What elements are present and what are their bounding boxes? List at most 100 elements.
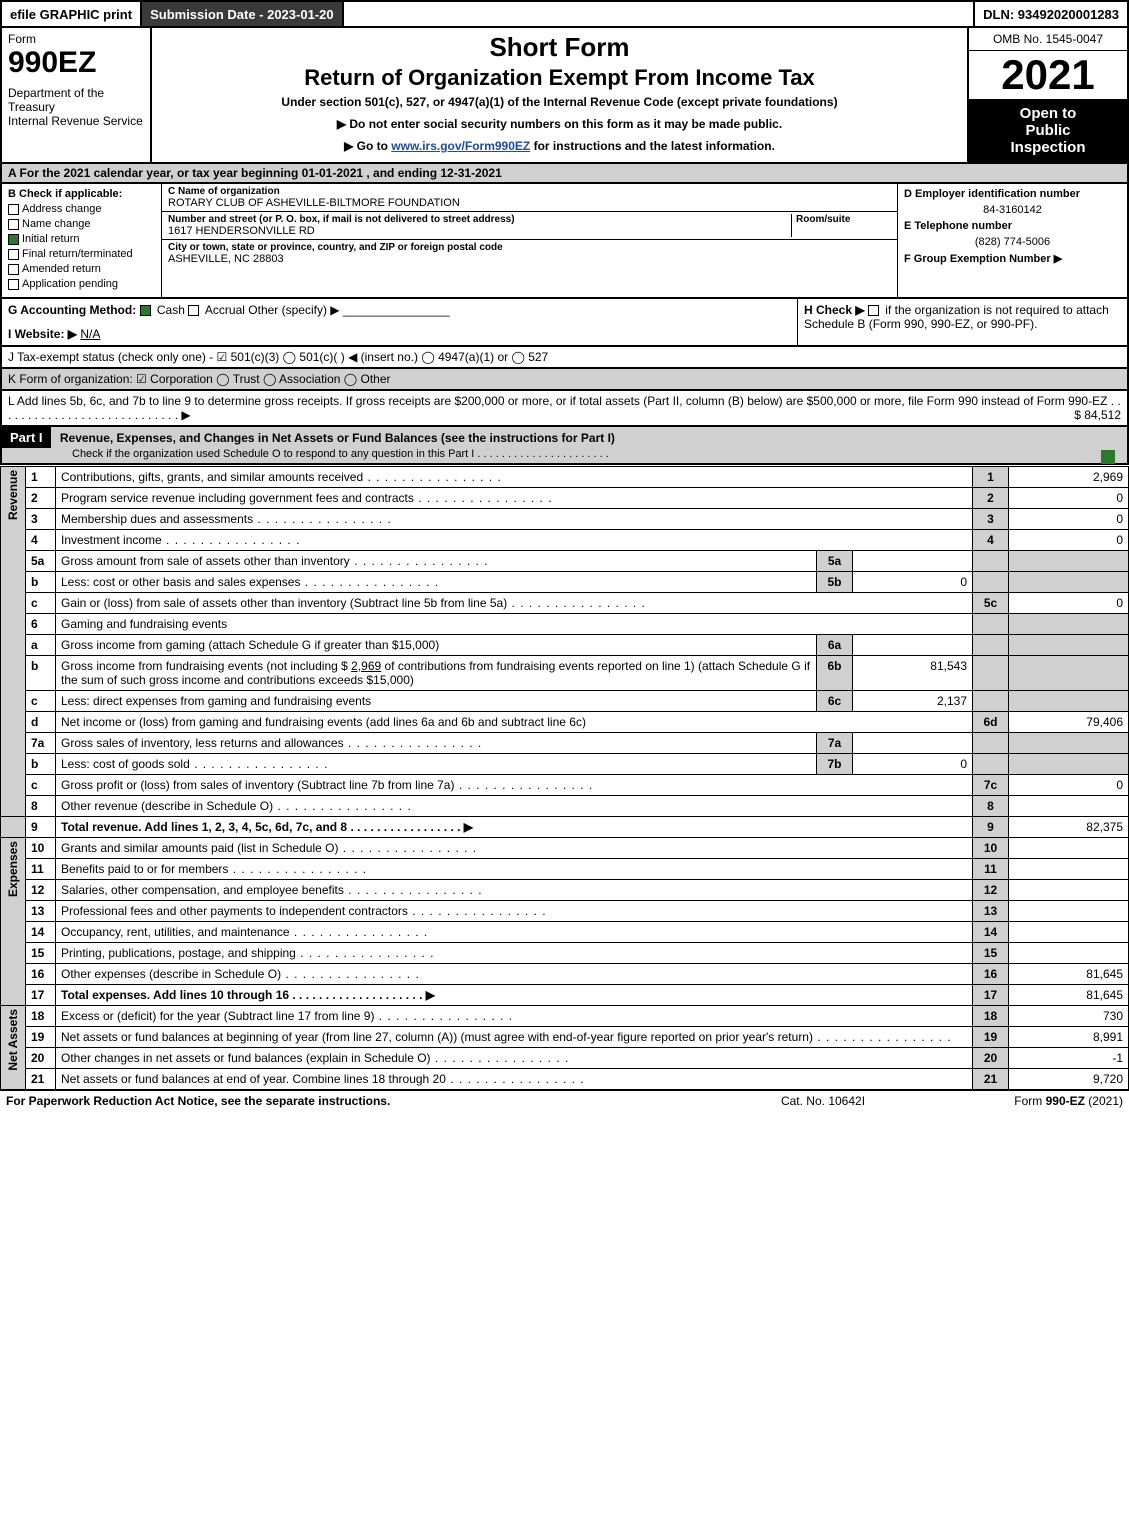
dept-treasury: Department of the Treasury bbox=[8, 86, 144, 114]
table-row: b Less: cost or other basis and sales ex… bbox=[1, 572, 1129, 593]
table-row: 21 Net assets or fund balances at end of… bbox=[1, 1069, 1129, 1090]
group-label: F Group Exemption Number ▶ bbox=[904, 252, 1121, 265]
table-row: 14 Occupancy, rent, utilities, and maint… bbox=[1, 922, 1129, 943]
table-row: 9 Total revenue. Add lines 1, 2, 3, 4, 5… bbox=[1, 817, 1129, 838]
header-right: OMB No. 1545-0047 2021 Open to Public In… bbox=[967, 28, 1127, 162]
city-cell: City or town, state or province, country… bbox=[162, 240, 897, 267]
note-ssn: ▶ Do not enter social security numbers o… bbox=[162, 117, 957, 131]
lines-table: Revenue 1 Contributions, gifts, grants, … bbox=[0, 466, 1129, 1090]
row-l: L Add lines 5b, 6c, and 7b to line 9 to … bbox=[0, 391, 1129, 427]
omb-number: OMB No. 1545-0047 bbox=[969, 28, 1127, 51]
open-to-public: Open to Public Inspection bbox=[969, 99, 1127, 162]
row-j: J Tax-exempt status (check only one) - ☑… bbox=[0, 347, 1129, 369]
org-name-cell: C Name of organization ROTARY CLUB OF AS… bbox=[162, 184, 897, 212]
cb-address-change[interactable]: Address change bbox=[8, 203, 155, 215]
i-label: I Website: ▶ bbox=[8, 327, 77, 341]
table-row: 4 Investment income 4 0 bbox=[1, 530, 1129, 551]
table-row: 19 Net assets or fund balances at beginn… bbox=[1, 1027, 1129, 1048]
tel-label: E Telephone number bbox=[904, 220, 1121, 232]
h-label: H Check ▶ bbox=[804, 303, 865, 317]
cb-application-pending[interactable]: Application pending bbox=[8, 278, 155, 290]
table-row: 17 Total expenses. Add lines 10 through … bbox=[1, 985, 1129, 1006]
cb-final-return[interactable]: Final return/terminated bbox=[8, 248, 155, 260]
form-name: 990EZ bbox=[8, 46, 144, 80]
header-mid: Short Form Return of Organization Exempt… bbox=[152, 28, 967, 162]
note-goto: ▶ Go to www.irs.gov/Form990EZ for instru… bbox=[162, 139, 957, 153]
cb-initial-return[interactable]: Initial return bbox=[8, 233, 155, 245]
part1-subtitle: Check if the organization used Schedule … bbox=[2, 448, 1127, 463]
dept-irs: Internal Revenue Service bbox=[8, 114, 144, 128]
part1-header: Part I Revenue, Expenses, and Changes in… bbox=[0, 427, 1129, 465]
addr-value: 1617 HENDERSONVILLE RD bbox=[168, 225, 791, 237]
open2: Public bbox=[973, 122, 1123, 139]
website-value: N/A bbox=[80, 327, 100, 341]
part1-check-icon bbox=[1101, 450, 1115, 464]
row-a-tax-year: A For the 2021 calendar year, or tax yea… bbox=[0, 164, 1129, 184]
row-gh: G Accounting Method: Cash Accrual Other … bbox=[0, 299, 1129, 347]
col-c-org-info: C Name of organization ROTARY CLUB OF AS… bbox=[162, 184, 897, 297]
table-row: 15 Printing, publications, postage, and … bbox=[1, 943, 1129, 964]
netassets-side-label: Net Assets bbox=[1, 1006, 26, 1090]
table-row: b Gross income from fundraising events (… bbox=[1, 656, 1129, 691]
cb-amended-return[interactable]: Amended return bbox=[8, 263, 155, 275]
room-label: Room/suite bbox=[796, 214, 891, 225]
table-row: c Less: direct expenses from gaming and … bbox=[1, 691, 1129, 712]
cb-cash[interactable] bbox=[140, 305, 151, 316]
h-check: H Check ▶ if the organization is not req… bbox=[797, 299, 1127, 345]
col-b-title: B Check if applicable: bbox=[8, 188, 155, 200]
tax-year: 2021 bbox=[969, 51, 1127, 99]
efile-label: efile GRAPHIC print bbox=[2, 2, 142, 26]
top-bar: efile GRAPHIC print Submission Date - 20… bbox=[0, 0, 1129, 28]
table-row: 5a Gross amount from sale of assets othe… bbox=[1, 551, 1129, 572]
subtitle: Under section 501(c), 527, or 4947(a)(1)… bbox=[162, 95, 957, 109]
city-label: City or town, state or province, country… bbox=[168, 242, 891, 253]
tel-value: (828) 774-5006 bbox=[904, 236, 1121, 248]
submission-date: Submission Date - 2023-01-20 bbox=[142, 2, 344, 26]
table-row: Revenue 1 Contributions, gifts, grants, … bbox=[1, 467, 1129, 488]
page-footer: For Paperwork Reduction Act Notice, see … bbox=[0, 1090, 1129, 1111]
g-accounting: G Accounting Method: Cash Accrual Other … bbox=[2, 299, 797, 345]
open3: Inspection bbox=[973, 139, 1123, 156]
part1-badge: Part I bbox=[2, 427, 51, 448]
info-block: B Check if applicable: Address change Na… bbox=[0, 184, 1129, 299]
expenses-side-label: Expenses bbox=[1, 838, 26, 1006]
ein-label: D Employer identification number bbox=[904, 188, 1121, 200]
table-row: Net Assets 18 Excess or (deficit) for th… bbox=[1, 1006, 1129, 1027]
col-d-ids: D Employer identification number 84-3160… bbox=[897, 184, 1127, 297]
table-row: Expenses 10 Grants and similar amounts p… bbox=[1, 838, 1129, 859]
footer-right: Form 990-EZ (2021) bbox=[923, 1094, 1123, 1108]
header-left: Form 990EZ Department of the Treasury In… bbox=[2, 28, 152, 162]
cb-accrual[interactable] bbox=[188, 305, 199, 316]
footer-cat: Cat. No. 10642I bbox=[723, 1094, 923, 1108]
table-row: 16 Other expenses (describe in Schedule … bbox=[1, 964, 1129, 985]
g-label: G Accounting Method: bbox=[8, 303, 136, 317]
table-row: d Net income or (loss) from gaming and f… bbox=[1, 712, 1129, 733]
addr-label: Number and street (or P. O. box, if mail… bbox=[168, 214, 791, 225]
title-short-form: Short Form bbox=[162, 32, 957, 63]
cb-name-change[interactable]: Name change bbox=[8, 218, 155, 230]
cb-h[interactable] bbox=[868, 305, 879, 316]
table-row: b Less: cost of goods sold 7b 0 bbox=[1, 754, 1129, 775]
table-row: 2 Program service revenue including gove… bbox=[1, 488, 1129, 509]
note-goto-post: for instructions and the latest informat… bbox=[530, 139, 775, 153]
table-row: 11 Benefits paid to or for members 11 bbox=[1, 859, 1129, 880]
revenue-side-label: Revenue bbox=[1, 467, 26, 817]
table-row: 3 Membership dues and assessments 3 0 bbox=[1, 509, 1129, 530]
table-row: 20 Other changes in net assets or fund b… bbox=[1, 1048, 1129, 1069]
part1-title: Revenue, Expenses, and Changes in Net As… bbox=[54, 428, 621, 448]
table-row: c Gain or (loss) from sale of assets oth… bbox=[1, 593, 1129, 614]
table-row: 7a Gross sales of inventory, less return… bbox=[1, 733, 1129, 754]
ein-value: 84-3160142 bbox=[904, 204, 1121, 216]
table-row: c Gross profit or (loss) from sales of i… bbox=[1, 775, 1129, 796]
line-6b-amount: 2,969 bbox=[351, 659, 381, 673]
irs-link[interactable]: www.irs.gov/Form990EZ bbox=[391, 139, 530, 153]
form-header: Form 990EZ Department of the Treasury In… bbox=[0, 28, 1129, 164]
org-name-label: C Name of organization bbox=[168, 186, 891, 197]
open1: Open to bbox=[973, 105, 1123, 122]
row-l-val: $ 84,512 bbox=[1074, 408, 1121, 422]
org-name: ROTARY CLUB OF ASHEVILLE-BILTMORE FOUNDA… bbox=[168, 197, 891, 209]
row-l-text: L Add lines 5b, 6c, and 7b to line 9 to … bbox=[8, 394, 1121, 422]
table-row: a Gross income from gaming (attach Sched… bbox=[1, 635, 1129, 656]
city-value: ASHEVILLE, NC 28803 bbox=[168, 253, 891, 265]
table-row: 12 Salaries, other compensation, and emp… bbox=[1, 880, 1129, 901]
